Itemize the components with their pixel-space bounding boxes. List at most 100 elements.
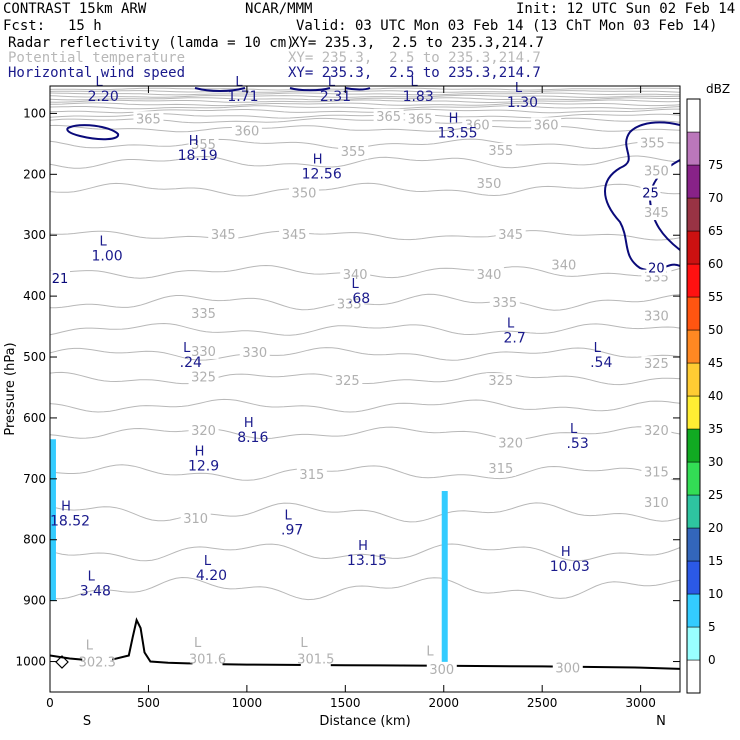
theta-label-bg (474, 267, 505, 283)
wind-extremum-marker: L (507, 317, 515, 332)
wind-extremum-marker: H (195, 445, 205, 460)
theta-contour-line (50, 426, 680, 441)
colorbar-swatch (686, 98, 701, 133)
colorbar-tick-label: 35 (708, 422, 723, 436)
theta-contour-line (50, 102, 680, 107)
wind-extremum-value: .97 (281, 523, 303, 539)
colorbar-swatch (686, 131, 701, 166)
theta-label: 320 (498, 436, 523, 451)
colorbar-tick-label: 30 (708, 455, 723, 469)
theta-label: 355 (488, 144, 513, 159)
wind-extremum-value: 1.71 (227, 89, 258, 105)
colorbar-swatch (686, 296, 701, 331)
wind-extremum-marker: H (244, 416, 254, 431)
theta-label: 345 (282, 228, 307, 243)
theta-label-bg (641, 423, 672, 439)
field-wind-name: Horizontal wind speed (8, 65, 186, 81)
theta-label-bg (338, 144, 369, 160)
colorbar-tick-label: 50 (708, 323, 723, 337)
x-tick-label: 1000 (232, 696, 263, 710)
theta-low-marker: L (426, 644, 434, 659)
theta-contour-line (50, 322, 680, 336)
theta-low-marker: L (300, 636, 308, 651)
theta-label-bg (188, 343, 219, 359)
theta-contour-line (50, 371, 680, 386)
theta-label-bg (288, 185, 319, 201)
wind-extremum-value: 10.03 (550, 559, 590, 575)
reflectivity-bar (441, 491, 448, 665)
theta-contour-line (50, 97, 680, 101)
colorbar-tick-label: 15 (708, 554, 723, 568)
wind-extremum-value: 2.7 (503, 331, 525, 347)
wind-extremum-value: 13.15 (347, 553, 387, 569)
theta-label: 335 (191, 307, 216, 322)
theta-low-marker: L (194, 636, 202, 651)
theta-label-bg (192, 651, 223, 667)
wind-extremum-value: 3.48 (80, 583, 111, 599)
wind-extremum-marker: L (515, 81, 523, 96)
colorbar-tick-label: 65 (708, 224, 723, 238)
y-tick-label: 100 (23, 106, 46, 120)
theta-label: 325 (335, 374, 360, 389)
theta-contour-line (50, 464, 680, 481)
wind-extremum-value: 1.00 (92, 248, 123, 264)
y-tick-label: 500 (23, 350, 46, 364)
colorbar-swatch (686, 659, 701, 694)
wind-extremum-value: 12.56 (302, 166, 342, 182)
colorbar-swatch (686, 527, 701, 562)
wind-extremum-value: 4.20 (196, 568, 227, 584)
theta-contour-line (50, 502, 680, 523)
theta-label-bg (300, 651, 331, 667)
theta-label-bg (531, 117, 562, 133)
x-tick-label: 3000 (625, 696, 656, 710)
y-tick-label: 400 (23, 289, 46, 303)
colorbar-swatch (686, 197, 701, 232)
theta-contour-line (50, 108, 680, 114)
wind-extremum-marker: L (204, 554, 212, 569)
colorbar-tick-label: 10 (708, 587, 723, 601)
y-tick-label: 1000 (15, 655, 46, 669)
theta-label: 315 (299, 468, 324, 483)
theta-label: 300 (429, 663, 454, 678)
theta-label: 345 (498, 228, 523, 243)
colorbar-swatch (686, 230, 701, 265)
theta-label: 340 (477, 268, 502, 283)
theta-label: 330 (644, 310, 669, 325)
theta-contour-line (50, 182, 680, 197)
colorbar-tick-label: 0 (708, 653, 716, 667)
wind-extremum-marker: L (285, 509, 293, 524)
init-time: Init: 12 UTC Sun 02 Feb 14 (516, 1, 736, 17)
colorbar-tick-label: 20 (708, 521, 723, 535)
wind-extremum-marker: H (358, 539, 368, 554)
wind-extremum-marker: L (235, 75, 243, 90)
theta-contour-line (50, 398, 680, 413)
theta-label: 355 (191, 138, 216, 153)
theta-label: 330 (191, 345, 216, 360)
theta-label: 335 (337, 297, 362, 312)
theta-label-bg (188, 136, 219, 152)
theta-label-bg (208, 226, 239, 242)
theta-label-bg (641, 464, 672, 480)
field-theta-xy: XY= 235.3, 2.5 to 235.3,214.7 (288, 50, 541, 66)
forecast-label: Fcst: (3, 18, 46, 34)
wind-extremum-value: .68 (348, 291, 370, 307)
theta-label: 320 (191, 424, 216, 439)
wind-extremum-marker: H (189, 134, 199, 149)
axes: 100 200 300 400 500 600 700 800 900 1000 0 500 1000 1… (3, 85, 681, 729)
theta-label-bg (180, 510, 211, 526)
theta-label-bg (641, 205, 672, 221)
theta-label: 315 (488, 462, 513, 477)
reflectivity-bar (49, 439, 56, 601)
theta-label: 340 (551, 258, 576, 273)
theta-label-bg (641, 494, 672, 510)
theta-label-bg (641, 308, 672, 324)
theta-contour-line (50, 347, 680, 361)
theta-label: 330 (242, 346, 267, 361)
x-tick-label: 2500 (527, 696, 558, 710)
x-tick-label: 500 (137, 696, 160, 710)
wind-extremum-value: 2.31 (320, 89, 351, 105)
terrain-line (50, 617, 680, 670)
north-end-label: N (656, 714, 666, 729)
theta-contour-line (50, 94, 680, 99)
